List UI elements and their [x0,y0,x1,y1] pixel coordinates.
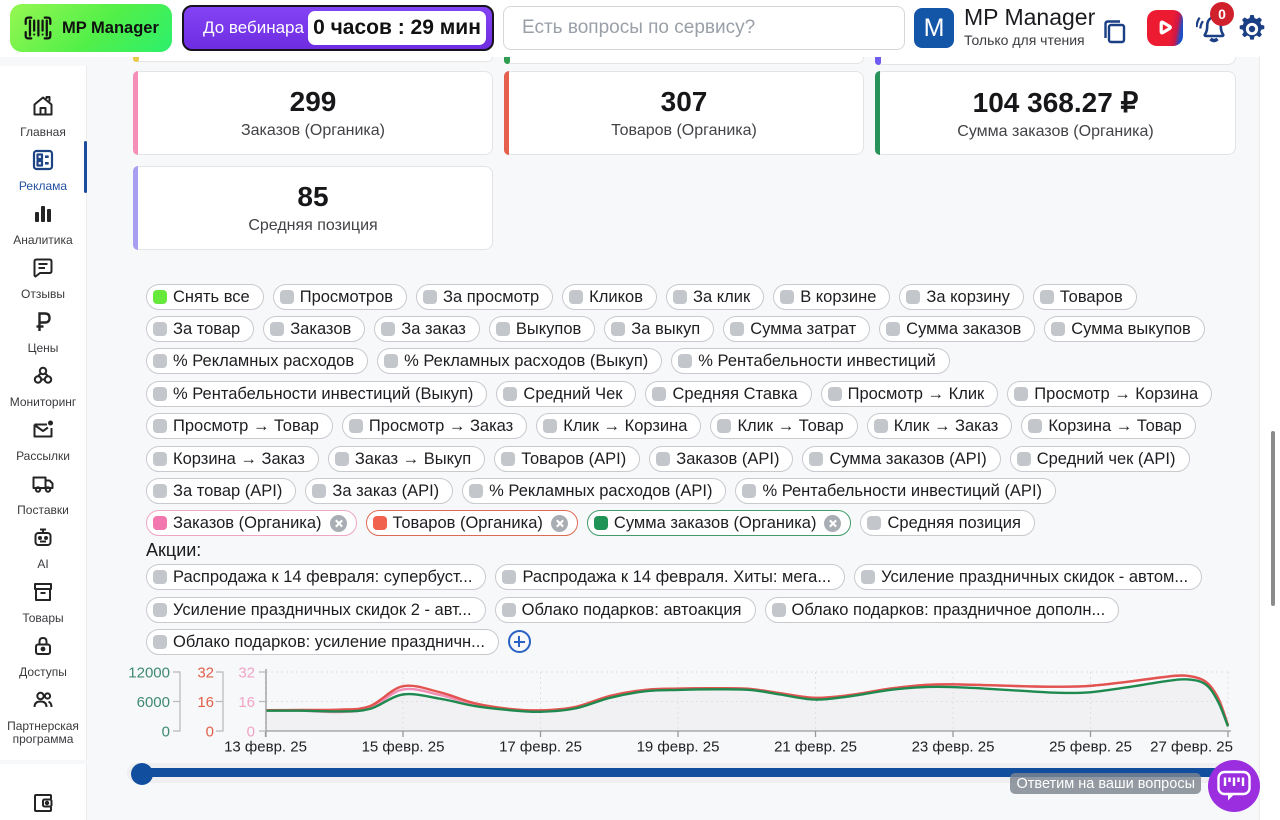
svg-text:0: 0 [162,724,170,741]
svg-text:6000: 6000 [137,694,170,711]
svg-text:25 февр. 25: 25 февр. 25 [1049,739,1132,756]
svg-text:19 февр. 25: 19 февр. 25 [637,739,720,756]
svg-text:21 февр. 25: 21 февр. 25 [774,739,857,756]
svg-text:16: 16 [197,694,214,711]
svg-text:13 февр. 25: 13 февр. 25 [224,739,307,756]
svg-text:0: 0 [206,724,214,741]
svg-text:23 февр. 25: 23 февр. 25 [912,739,995,756]
svg-text:16: 16 [238,694,255,711]
svg-text:15 февр. 25: 15 февр. 25 [362,739,445,756]
svg-text:32: 32 [238,665,255,682]
svg-text:32: 32 [197,665,214,682]
svg-text:17 февр. 25: 17 февр. 25 [499,739,582,756]
svg-text:27 февр. 25: 27 февр. 25 [1150,739,1233,756]
svg-text:12000: 12000 [128,665,170,682]
svg-text:0: 0 [247,724,255,741]
